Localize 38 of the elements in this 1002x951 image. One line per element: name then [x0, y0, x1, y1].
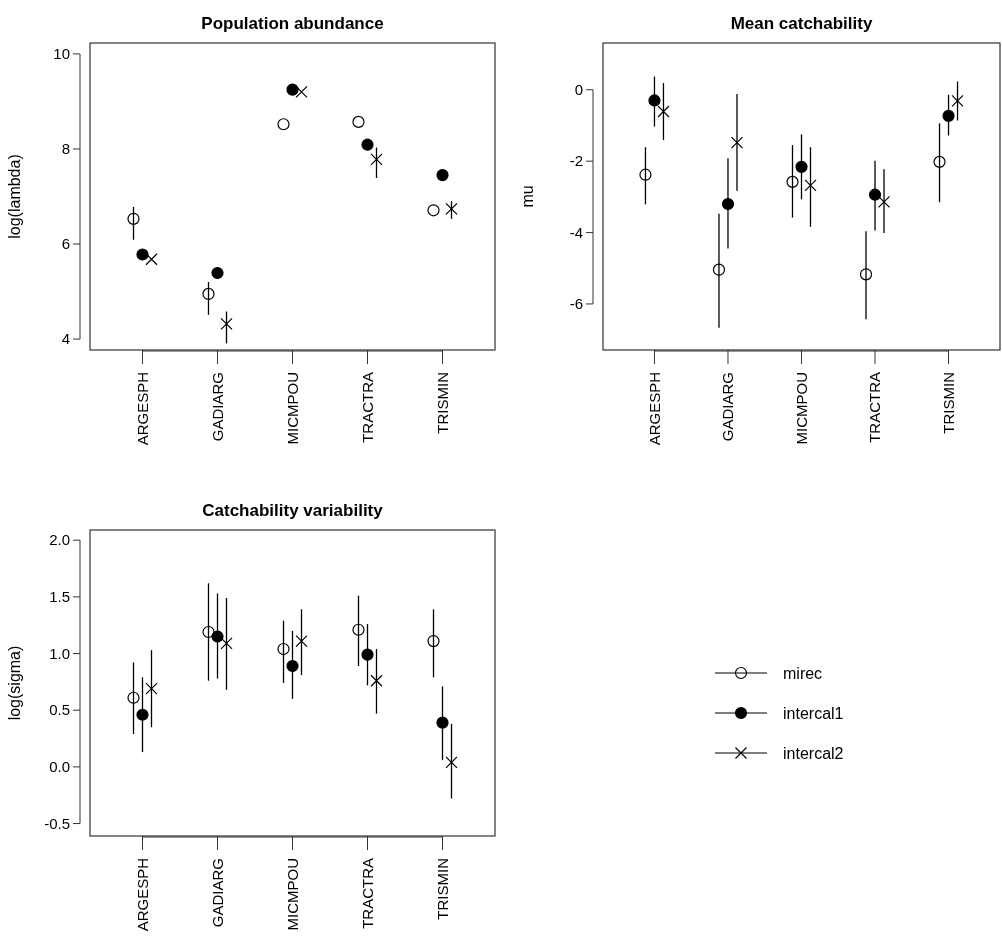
x-tick-label: TRISMIN	[433, 858, 451, 920]
x-tick-label: ARGESPH	[645, 372, 663, 446]
y-tick-label: -6	[569, 295, 583, 313]
y-tick-label: 2.0	[49, 531, 70, 549]
y-tick-label: 0.0	[49, 758, 70, 776]
y-tick-label: 0	[574, 81, 583, 99]
x-tick-label: GADIARG	[208, 372, 226, 442]
x-tick-label: GADIARG	[719, 372, 737, 442]
legend-label: intercal1	[783, 704, 844, 722]
chart-title: Mean catchability	[730, 14, 873, 33]
x-tick-label: GADIARG	[208, 858, 226, 928]
y-tick-label: -0.5	[44, 814, 70, 832]
y-tick-label: 6	[61, 235, 70, 253]
y-tick-label: 4	[61, 330, 70, 348]
x-tick-label: TRACTRA	[358, 858, 376, 929]
x-tick-label: MICMPOU	[283, 858, 301, 931]
chart-title: Catchability variability	[202, 501, 384, 520]
y-axis-title: log(lambda)	[6, 154, 23, 239]
x-tick-label: TRACTRA	[866, 372, 884, 443]
x-tick-label: TRACTRA	[358, 372, 376, 443]
y-axis-title: mu	[519, 185, 536, 208]
y-tick-label: 10	[53, 45, 70, 63]
y-tick-label: 0.5	[49, 701, 70, 719]
y-tick-label: 1.5	[49, 588, 70, 606]
y-tick-label: -4	[569, 223, 583, 241]
x-tick-label: TRISMIN	[939, 372, 957, 434]
legend-label: mirec	[783, 664, 823, 682]
x-tick-label: MICMPOU	[283, 372, 301, 445]
y-axis-title: log(sigma)	[6, 645, 23, 721]
x-tick-label: ARGESPH	[133, 858, 151, 932]
x-tick-label: TRISMIN	[433, 372, 451, 434]
legend-label: intercal2	[783, 744, 844, 762]
x-tick-label: MICMPOU	[792, 372, 810, 445]
x-tick-label: ARGESPH	[133, 372, 151, 446]
y-tick-label: 1.0	[49, 644, 70, 662]
y-tick-label: -2	[569, 152, 583, 170]
y-tick-label: 8	[61, 140, 70, 158]
chart-title: Population abundance	[201, 14, 384, 33]
